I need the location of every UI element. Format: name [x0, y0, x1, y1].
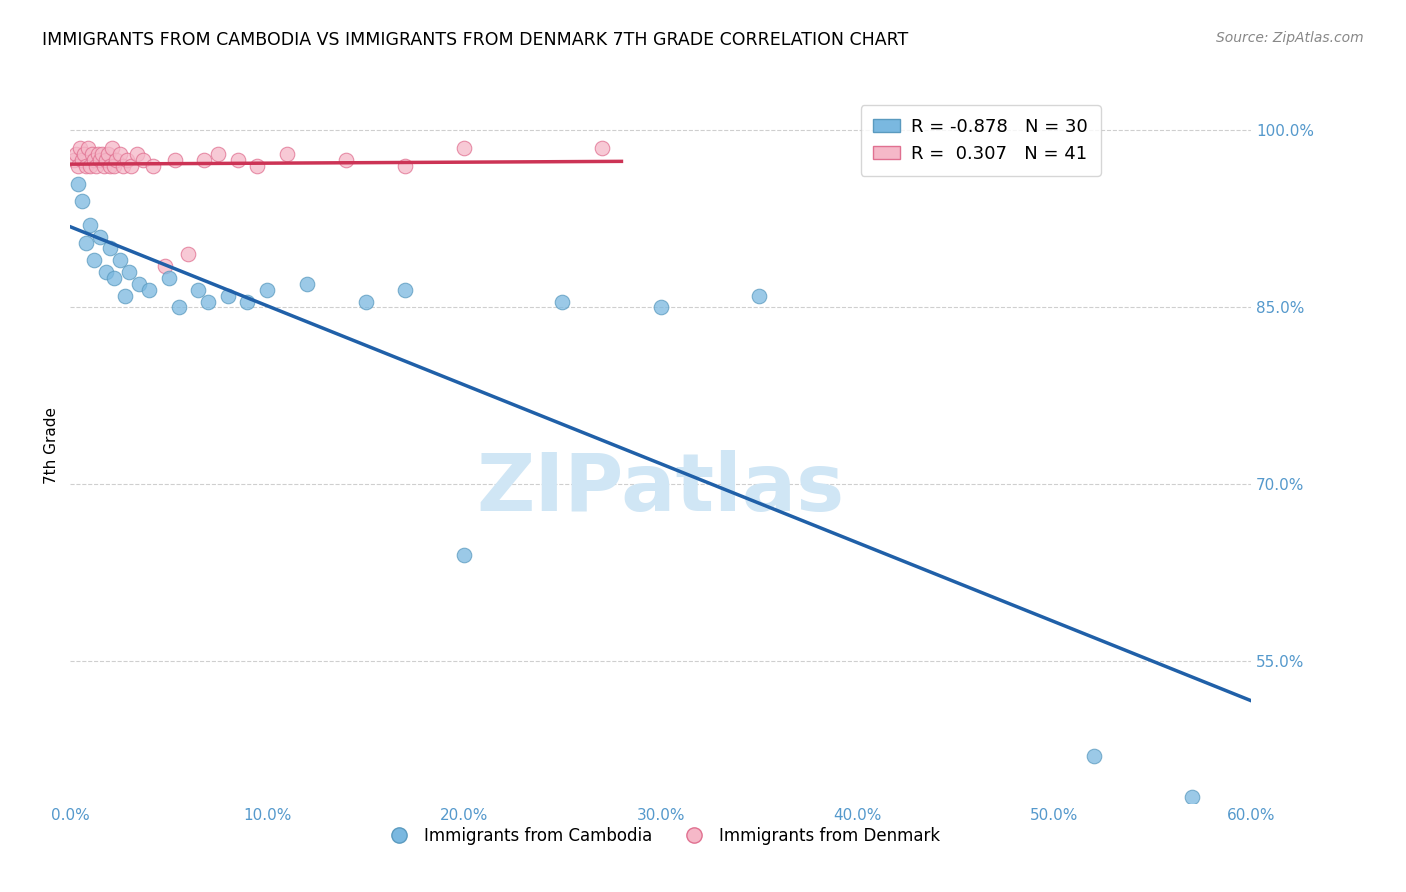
- Point: [217, 288, 239, 302]
- Point: [79, 218, 101, 232]
- Point: [453, 548, 475, 562]
- Point: [1181, 789, 1204, 804]
- Point: [167, 301, 190, 315]
- Point: [83, 153, 105, 167]
- Point: [70, 194, 93, 209]
- Point: [63, 153, 86, 167]
- Point: [100, 141, 122, 155]
- Point: [153, 259, 176, 273]
- Point: [83, 253, 105, 268]
- Legend: Immigrants from Cambodia, Immigrants from Denmark: Immigrants from Cambodia, Immigrants fro…: [375, 821, 946, 852]
- Point: [94, 265, 117, 279]
- Point: [103, 159, 125, 173]
- Point: [98, 242, 121, 256]
- Point: [112, 159, 135, 173]
- Point: [748, 288, 770, 302]
- Point: [132, 153, 155, 167]
- Point: [93, 159, 115, 173]
- Point: [207, 147, 229, 161]
- Y-axis label: 7th Grade: 7th Grade: [44, 408, 59, 484]
- Point: [90, 147, 112, 161]
- Text: ZIPatlas: ZIPatlas: [477, 450, 845, 528]
- Point: [591, 141, 613, 155]
- Point: [276, 147, 298, 161]
- Point: [89, 153, 111, 167]
- Point: [70, 153, 93, 167]
- Point: [157, 271, 180, 285]
- Point: [187, 283, 209, 297]
- Point: [354, 294, 377, 309]
- Point: [67, 177, 90, 191]
- Point: [117, 153, 139, 167]
- Point: [84, 159, 107, 173]
- Point: [246, 159, 269, 173]
- Point: [87, 147, 110, 161]
- Point: [295, 277, 318, 291]
- Point: [226, 153, 249, 167]
- Point: [128, 277, 150, 291]
- Point: [650, 301, 672, 315]
- Point: [120, 159, 142, 173]
- Point: [89, 229, 111, 244]
- Point: [453, 141, 475, 155]
- Point: [193, 153, 215, 167]
- Point: [394, 283, 416, 297]
- Point: [73, 147, 96, 161]
- Point: [75, 159, 97, 173]
- Point: [197, 294, 219, 309]
- Point: [118, 265, 141, 279]
- Point: [104, 153, 127, 167]
- Point: [138, 283, 160, 297]
- Point: [142, 159, 165, 173]
- Point: [97, 147, 120, 161]
- Point: [127, 147, 149, 161]
- Point: [103, 271, 125, 285]
- Point: [108, 147, 131, 161]
- Point: [163, 153, 186, 167]
- Point: [67, 159, 90, 173]
- Point: [79, 159, 101, 173]
- Point: [256, 283, 278, 297]
- Point: [65, 147, 87, 161]
- Point: [114, 288, 136, 302]
- Point: [80, 147, 103, 161]
- Point: [1083, 748, 1105, 763]
- Point: [394, 159, 416, 173]
- Text: IMMIGRANTS FROM CAMBODIA VS IMMIGRANTS FROM DENMARK 7TH GRADE CORRELATION CHART: IMMIGRANTS FROM CAMBODIA VS IMMIGRANTS F…: [42, 31, 908, 49]
- Point: [75, 235, 97, 250]
- Point: [236, 294, 259, 309]
- Point: [108, 253, 131, 268]
- Point: [94, 153, 117, 167]
- Point: [177, 247, 200, 261]
- Point: [77, 141, 100, 155]
- Point: [98, 159, 121, 173]
- Text: Source: ZipAtlas.com: Source: ZipAtlas.com: [1216, 31, 1364, 45]
- Point: [69, 141, 91, 155]
- Point: [335, 153, 357, 167]
- Point: [551, 294, 574, 309]
